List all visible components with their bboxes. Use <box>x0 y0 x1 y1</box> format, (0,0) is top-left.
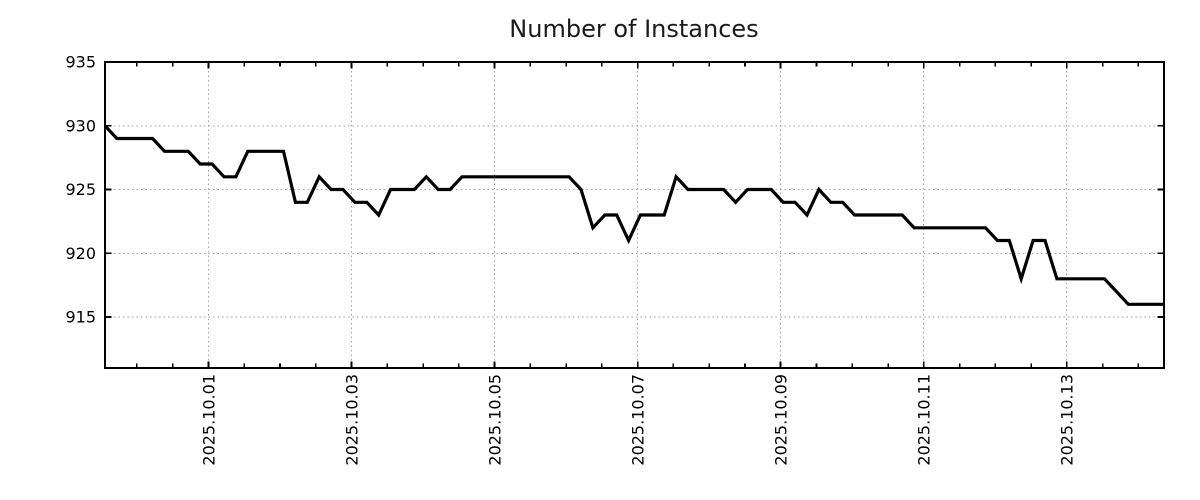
y-tick-label: 935 <box>65 53 96 72</box>
x-tick-label: 2025.10.01 <box>199 374 218 466</box>
y-tick-label: 925 <box>65 180 96 199</box>
x-tick-label: 2025.10.09 <box>772 374 791 466</box>
axis-labels: 915 920 925 930 935 2025.10.01 2025.10.03 2025.… <box>65 53 1076 466</box>
plot-border <box>104 61 1165 369</box>
x-tick-label: 2025.10.13 <box>1058 374 1077 466</box>
chart-title: Number of Instances <box>509 15 758 43</box>
x-tick-label: 2025.10.11 <box>915 374 934 466</box>
series-line <box>103 124 1164 306</box>
axis-ticks <box>105 61 1164 368</box>
y-tick-label: 915 <box>65 308 96 327</box>
x-tick-label: 2025.10.05 <box>486 374 505 466</box>
data-series <box>103 124 1164 306</box>
x-tick-label: 2025.10.07 <box>629 374 648 466</box>
y-tick-label: 920 <box>65 244 96 263</box>
grid-lines <box>105 62 1164 368</box>
x-tick-label: 2025.10.03 <box>343 374 362 466</box>
plot-frame <box>104 61 1165 369</box>
y-tick-label: 930 <box>65 116 96 135</box>
